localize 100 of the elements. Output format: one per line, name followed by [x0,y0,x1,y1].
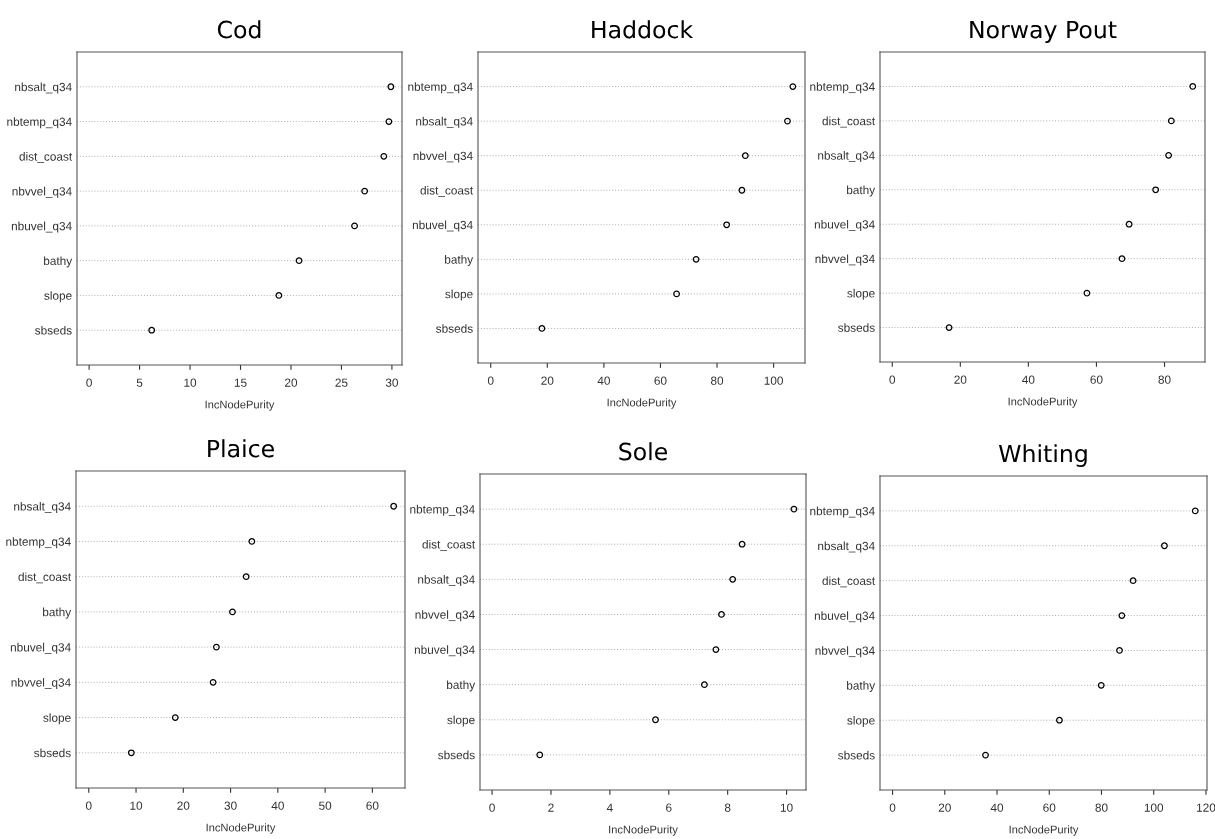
y-tick-label: nbvvel_q34 [12,186,72,198]
point [536,751,544,759]
y-tick-label: nbvvel_q34 [11,678,71,690]
y-tick-label: slope [44,291,72,303]
y-tick-label: bathy [847,185,876,197]
point [1161,542,1168,550]
y-tick-label: nbsalt_q34 [418,575,475,587]
x-tick-label: 60 [654,376,667,385]
x-tick-label: 6 [666,803,672,812]
point [351,222,358,230]
point [1056,716,1063,724]
x-tick-label: 100 [764,376,783,385]
chart-title: Norway Pout [970,20,1117,44]
x-tick-label: 120 [1197,803,1215,812]
point [212,643,220,651]
point [1165,151,1172,159]
y-tick-label: nbuvel_q34 [11,221,72,233]
x-axis-title: IncNodePurity [205,400,275,411]
y-tick-label: sbseds [838,750,875,760]
x-tick-label: 20 [541,376,554,385]
x-tick-label: 60 [1090,375,1103,384]
y-tick-label: nbtemp_q34 [408,82,473,94]
point [718,611,725,618]
point [738,540,746,548]
y-tick-label: nbuvel_q34 [10,642,71,654]
point [1118,255,1126,263]
y-tick-label: nbvvel_q34 [413,151,473,163]
point [275,292,283,299]
point [1152,186,1160,194]
y-tick-label: bathy [847,681,876,693]
y-tick-label: sbseds [436,324,473,333]
point [248,538,256,545]
point [1167,117,1175,125]
x-tick-label: 0 [889,803,896,812]
chart-title: Cod [217,20,261,39]
y-tick-label: nbvvel_q34 [815,254,875,266]
y-tick-label: nbsalt_q34 [15,82,72,94]
y-tick-label: nbtemp_q34 [810,506,875,518]
point [1125,220,1133,228]
y-tick-label: slope [847,715,875,727]
y-tick-label: nbsalt_q34 [14,501,71,513]
x-tick-label: 20 [177,801,190,810]
point [229,608,236,616]
x-tick-label: 8 [724,803,731,812]
x-tick-label: 30 [224,801,237,810]
x-tick-label: 2 [548,803,554,812]
x-tick-label: 40 [1022,375,1035,384]
x-tick-label: 40 [271,801,284,810]
x-tick-label: 20 [954,375,967,384]
y-tick-label: bathy [43,607,72,619]
x-tick-label: 20 [938,803,951,812]
y-tick-label: slope [447,715,475,727]
y-tick-label: slope [43,713,71,725]
chart-title: Haddock [592,20,694,39]
y-tick-label: nbuvel_q34 [412,220,473,232]
y-tick-label: nbtemp_q34 [7,117,72,129]
x-tick-label: 40 [990,803,1004,812]
y-tick-label: nbuvel_q34 [814,219,875,231]
x-tick-label: 40 [597,376,610,385]
y-tick-label: dist_coast [18,572,72,584]
point [692,255,700,263]
x-tick-label: 60 [1043,803,1056,812]
point [171,714,179,721]
y-tick-label: slope [847,288,875,300]
x-tick-label: 10 [130,801,143,810]
point [295,257,303,265]
y-tick-label: dist_coast [19,152,73,163]
point [385,118,393,125]
x-tick-label: 0 [86,378,92,387]
point [1118,612,1126,619]
point [741,152,749,160]
x-axis-title: IncNodePurity [206,823,276,834]
y-tick-label: nbuvel_q34 [814,611,875,623]
y-tick-label: sbseds [34,748,71,758]
x-tick-label: 100 [1144,803,1164,812]
point [1191,507,1199,515]
x-tick-label: 0 [889,375,896,384]
point [390,502,398,510]
y-tick-label: nbtemp_q34 [6,537,71,549]
x-tick-label: 0 [85,801,92,810]
x-tick-label: 5 [136,378,143,387]
point [789,83,797,90]
point [1097,681,1105,689]
y-tick-label: dist_coast [422,539,476,551]
y-tick-label: slope [445,289,473,301]
y-tick-label: nbtemp_q34 [810,82,875,94]
y-tick-label: bathy [445,255,474,267]
y-tick-label: dist_coast [420,185,474,197]
y-tick-label: nbtemp_q34 [410,504,475,516]
point [673,290,680,298]
y-tick-label: bathy [447,680,476,692]
point [945,324,953,331]
x-tick-label: 80 [1158,375,1171,384]
point [127,749,135,757]
y-tick-label: sbseds [438,750,475,760]
point [1129,577,1137,585]
x-tick-label: 60 [366,801,379,810]
x-axis-title: IncNodePurity [1008,397,1078,408]
y-tick-label: sbseds [35,325,72,335]
y-tick-label: nbsalt_q34 [818,151,875,163]
